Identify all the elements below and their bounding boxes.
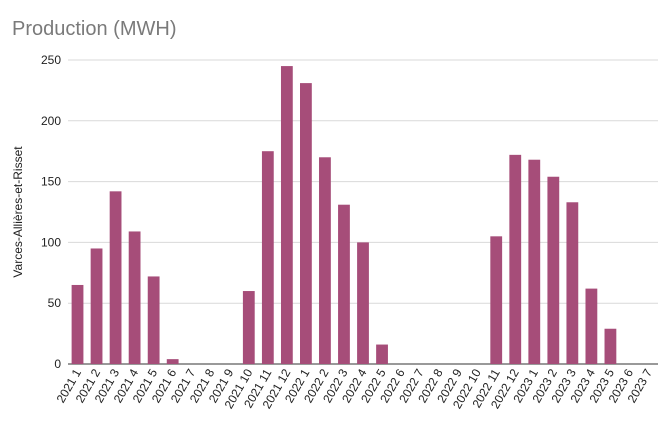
bar bbox=[166, 359, 179, 364]
bar bbox=[547, 176, 560, 364]
bar bbox=[280, 66, 293, 364]
bar bbox=[109, 191, 122, 364]
y-tick-labels: 0 50 100 150 200 250 bbox=[41, 53, 61, 371]
bar bbox=[261, 151, 274, 364]
bar bbox=[319, 157, 331, 364]
bar bbox=[509, 154, 522, 364]
bar bbox=[376, 344, 388, 364]
y-tick-label: 100 bbox=[41, 235, 61, 249]
y-tick-label: 0 bbox=[54, 357, 61, 371]
bars bbox=[71, 66, 617, 364]
y-tick-label: 250 bbox=[41, 53, 61, 67]
bar bbox=[71, 284, 84, 364]
bar bbox=[128, 231, 141, 364]
chart-title: Production (MWH) bbox=[12, 18, 177, 40]
bar bbox=[528, 159, 541, 364]
bar bbox=[490, 236, 503, 364]
bar bbox=[604, 328, 617, 364]
bar bbox=[90, 248, 103, 364]
bar bbox=[566, 202, 579, 364]
y-axis-label: Varces-Allières-et-Risset bbox=[11, 146, 25, 278]
y-tick-label: 50 bbox=[48, 296, 62, 310]
y-tick-label: 150 bbox=[41, 175, 61, 189]
bar bbox=[338, 204, 350, 364]
bar bbox=[147, 276, 160, 364]
bar bbox=[242, 291, 255, 364]
bar bbox=[300, 83, 312, 364]
y-tick-label: 200 bbox=[41, 114, 61, 128]
bar bbox=[357, 242, 369, 364]
bar bbox=[585, 288, 598, 364]
